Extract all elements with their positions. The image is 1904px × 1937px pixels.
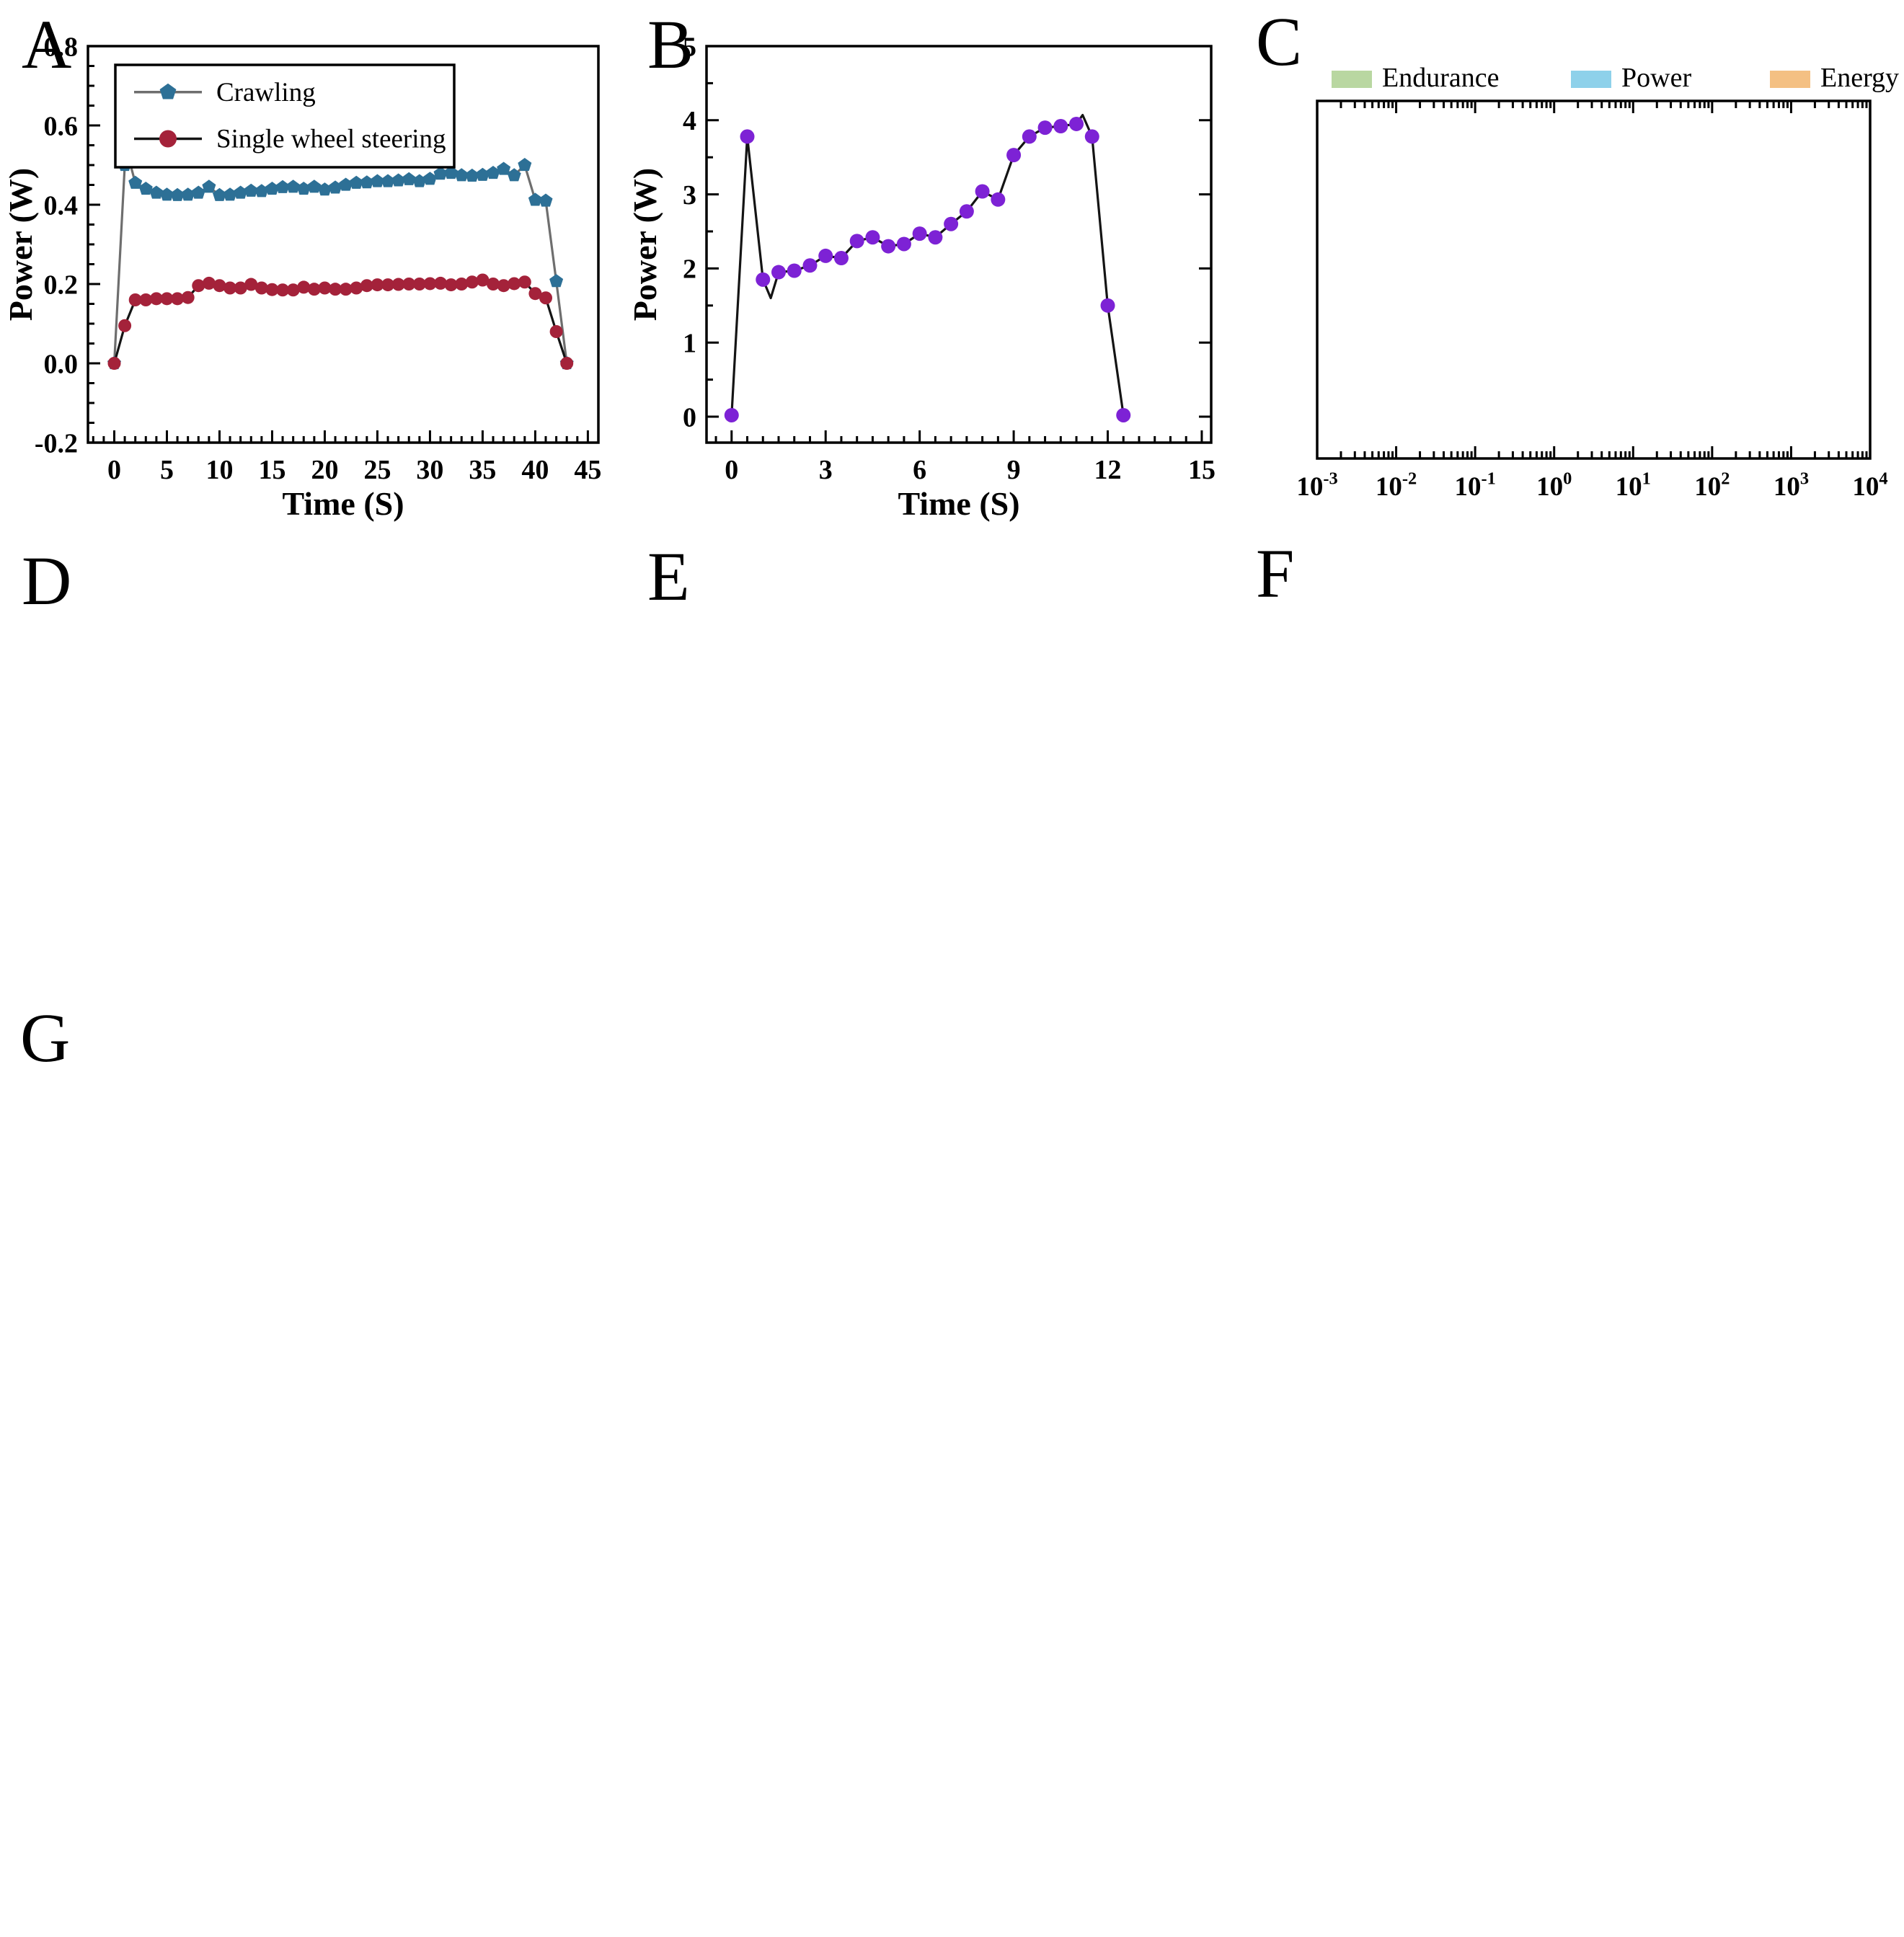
panel-c-letter: C	[1256, 3, 1303, 80]
svg-text:0: 0	[107, 455, 121, 485]
svg-text:30: 30	[416, 455, 443, 485]
svg-text:25: 25	[363, 455, 391, 485]
svg-text:35: 35	[469, 455, 496, 485]
svg-text:20: 20	[311, 455, 338, 485]
svg-text:101: 101	[1616, 469, 1651, 502]
panel-f-letter: F	[1256, 535, 1295, 612]
svg-text:3: 3	[819, 455, 833, 485]
svg-text:0.8: 0.8	[44, 32, 79, 62]
svg-text:Power: Power	[1621, 63, 1691, 93]
svg-text:10-3: 10-3	[1296, 469, 1337, 502]
svg-text:102: 102	[1694, 469, 1730, 502]
svg-text:Power (W): Power (W)	[626, 168, 663, 321]
svg-text:100: 100	[1536, 469, 1572, 502]
panel-g-height-vs-mass-scatter	[7, 1001, 1899, 1936]
svg-text:0.0: 0.0	[44, 349, 79, 379]
svg-text:104: 104	[1852, 469, 1887, 502]
svg-text:0: 0	[683, 402, 696, 433]
panel-a-power-vs-time-chart: 0 5 10 15 20 25 30 35 40 45 -0.2 0.0 0.2 0.4 0.6 0.8 Tim…	[2, 32, 601, 522]
svg-text:Power (W): Power (W)	[2, 168, 39, 321]
panel-c-endurance-power-energy-bars: Endurance Power Energy 10-3 10-2 10-1 100 101 10…	[1296, 63, 1899, 502]
svg-text:15: 15	[1188, 455, 1216, 485]
svg-text:1: 1	[683, 329, 696, 359]
svg-text:9: 9	[1007, 455, 1021, 485]
svg-text:103: 103	[1774, 469, 1809, 502]
svg-text:Time (S): Time (S)	[282, 485, 404, 522]
svg-text:6: 6	[913, 455, 926, 485]
svg-text:0.6: 0.6	[44, 111, 79, 141]
svg-text:45: 45	[574, 455, 601, 485]
svg-text:Time (S): Time (S)	[898, 485, 1019, 522]
panel-g-letter: G	[20, 999, 71, 1076]
panel-a-letter: A	[22, 6, 72, 83]
svg-text:12: 12	[1094, 455, 1122, 485]
svg-text:Energy: Energy	[1820, 63, 1899, 93]
svg-text:10-2: 10-2	[1376, 469, 1417, 502]
svg-text:15: 15	[258, 455, 285, 485]
svg-text:0: 0	[725, 455, 738, 485]
svg-text:Single wheel steering: Single wheel steering	[216, 125, 446, 154]
panel-d-letter: D	[22, 542, 72, 619]
svg-text:0.2: 0.2	[44, 270, 79, 300]
svg-text:0.4: 0.4	[44, 190, 79, 221]
svg-text:5: 5	[683, 32, 696, 62]
svg-text:4: 4	[683, 106, 696, 136]
svg-text:40: 40	[521, 455, 549, 485]
svg-text:10: 10	[205, 455, 233, 485]
svg-text:Crawling: Crawling	[216, 78, 316, 107]
svg-text:2: 2	[683, 254, 696, 285]
svg-text:10-1: 10-1	[1454, 469, 1495, 502]
svg-text:Endurance: Endurance	[1382, 63, 1499, 93]
svg-text:3: 3	[683, 180, 696, 210]
panel-e-letter: E	[647, 538, 690, 615]
svg-text:-0.2: -0.2	[35, 428, 78, 458]
svg-text:5: 5	[160, 455, 174, 485]
panel-b-letter: B	[647, 6, 694, 83]
